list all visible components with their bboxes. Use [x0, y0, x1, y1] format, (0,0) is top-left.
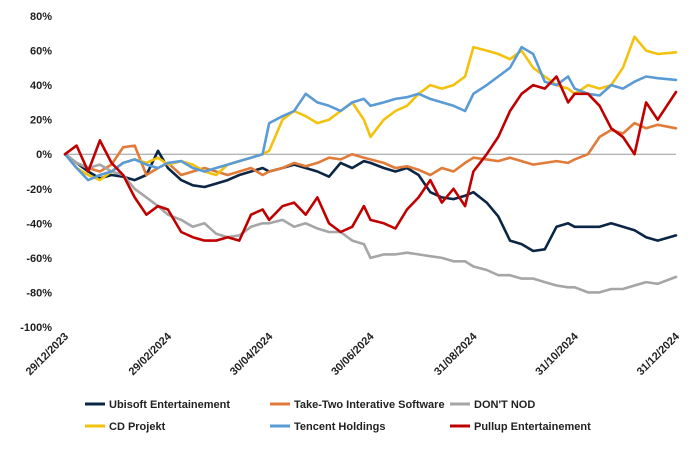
y-tick-label: -20%	[26, 184, 52, 196]
legend: Ubisoft Entertainement Take-Two Interativ…	[85, 399, 591, 433]
series-lines	[63, 35, 678, 294]
y-tick-label: 20%	[30, 115, 52, 127]
x-tick-label: 31/10/2024	[533, 330, 581, 378]
legend-label: DON'T NOD	[474, 399, 535, 411]
y-tick-label: -100%	[20, 322, 52, 334]
y-tick-label: 0%	[36, 149, 52, 161]
y-tick-label: 80%	[30, 11, 52, 23]
legend-label: Pullup Entertainement	[474, 421, 591, 433]
y-tick-label: -60%	[26, 253, 52, 265]
x-tick-label: 31/08/2024	[432, 330, 480, 378]
y-tick-label: -40%	[26, 218, 52, 230]
series-line-ubisoft-entertainement	[63, 149, 678, 253]
series-line-don-t-nod	[63, 152, 678, 294]
y-tick-label: 40%	[30, 80, 52, 92]
x-tick-label: 30/04/2024	[228, 330, 276, 378]
legend-label: CD Projekt	[109, 421, 166, 433]
y-tick-label: -80%	[26, 287, 52, 299]
x-tick-label: 30/06/2024	[329, 330, 377, 378]
series-line-pullup-entertainement	[63, 75, 678, 242]
legend-label: Tencent Holdings	[294, 421, 385, 433]
y-axis-ticks: 80% 60% 40% 20% 0% -20% -40% -60% -80% -100%	[20, 11, 52, 334]
x-axis-ticks: 29/12/2023 29/02/2024 30/04/2024 30/06/2024…	[24, 330, 683, 378]
legend-label: Take-Two Interative Software	[294, 399, 445, 411]
series-line-tencent-holdings	[63, 45, 678, 182]
y-tick-label: 60%	[30, 46, 52, 58]
x-tick-label: 29/02/2024	[127, 330, 175, 378]
x-tick-label: 31/12/2024	[635, 330, 683, 378]
legend-label: Ubisoft Entertainement	[109, 399, 230, 411]
x-tick-label: 29/12/2023	[24, 331, 71, 378]
